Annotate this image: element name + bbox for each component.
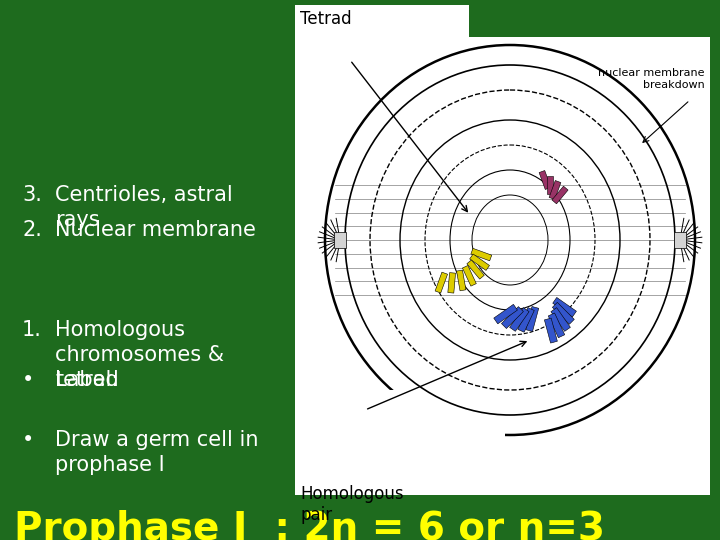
Ellipse shape	[325, 45, 695, 435]
Text: 3.: 3.	[22, 185, 42, 205]
Polygon shape	[552, 186, 568, 204]
Bar	[334, 232, 346, 248]
Text: •: •	[22, 430, 35, 450]
Polygon shape	[553, 298, 577, 317]
Polygon shape	[510, 308, 529, 332]
Polygon shape	[456, 270, 466, 291]
Polygon shape	[549, 180, 561, 199]
Polygon shape	[469, 254, 490, 271]
Text: Homologous
pair: Homologous pair	[300, 485, 404, 524]
Polygon shape	[551, 308, 570, 332]
Polygon shape	[471, 248, 492, 261]
Polygon shape	[518, 308, 534, 332]
Polygon shape	[501, 307, 523, 328]
Polygon shape	[539, 171, 551, 190]
Text: Centrioles, astral
rays: Centrioles, astral rays	[55, 185, 233, 230]
Polygon shape	[552, 302, 575, 325]
FancyBboxPatch shape	[295, 5, 710, 495]
Text: 1.: 1.	[22, 320, 42, 340]
Polygon shape	[448, 273, 456, 293]
Text: •: •	[22, 370, 35, 390]
Polygon shape	[544, 318, 557, 343]
Text: Prophase I  : 2n = 6 or n=3: Prophase I : 2n = 6 or n=3	[14, 510, 605, 540]
Polygon shape	[526, 307, 539, 332]
Text: nuclear membrane
breakdown: nuclear membrane breakdown	[598, 69, 705, 90]
Text: Draw a germ cell in
prophase I: Draw a germ cell in prophase I	[55, 430, 258, 475]
Polygon shape	[547, 176, 553, 194]
FancyBboxPatch shape	[295, 390, 505, 490]
Text: Nuclear membrane: Nuclear membrane	[55, 220, 256, 240]
Text: Tetrad: Tetrad	[300, 10, 351, 28]
Polygon shape	[494, 305, 518, 324]
Polygon shape	[462, 266, 477, 286]
FancyBboxPatch shape	[469, 5, 710, 37]
Text: Label:: Label:	[55, 370, 118, 390]
Bar	[674, 232, 686, 248]
Polygon shape	[435, 272, 448, 293]
Polygon shape	[467, 260, 485, 279]
Text: Homologous
chromosomes &
tetrad: Homologous chromosomes & tetrad	[55, 320, 224, 389]
Text: 2.: 2.	[22, 220, 42, 240]
Polygon shape	[548, 313, 564, 338]
